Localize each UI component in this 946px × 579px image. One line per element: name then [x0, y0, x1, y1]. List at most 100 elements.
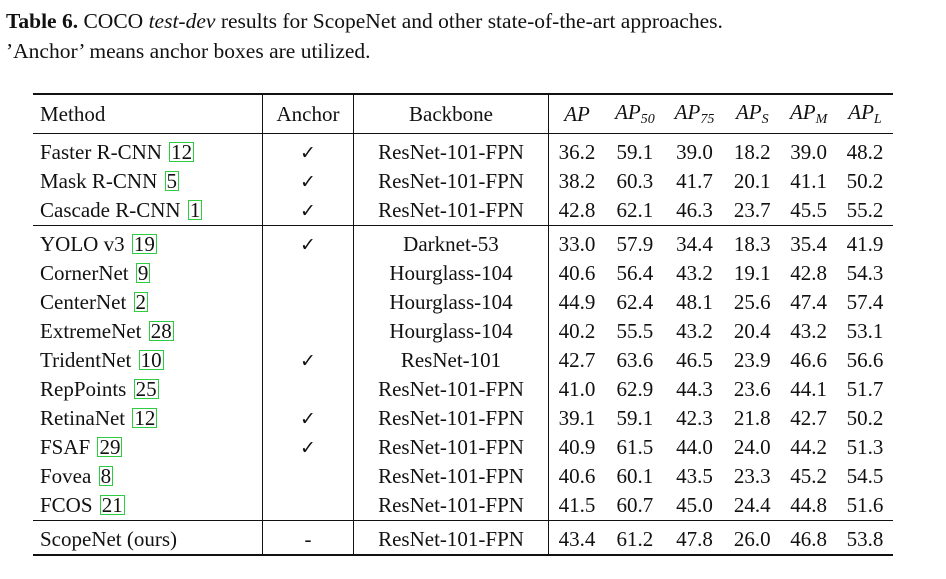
cell-apm: 44.8 — [790, 493, 827, 517]
cell-ap: 36.2 — [558, 140, 596, 164]
cell-aps: 26.0 — [733, 527, 771, 551]
cell-ap: 33.0 — [558, 232, 596, 256]
method-name: ExtremeNet — [40, 319, 142, 343]
cell-backbone: Hourglass-104 — [353, 259, 549, 288]
cell-apl: 56.6 — [846, 348, 884, 372]
cell-backbone: ResNet-101-FPN — [353, 404, 549, 433]
cell-apl: 53.1 — [846, 319, 884, 343]
cell-ap50: 63.6 — [616, 348, 654, 372]
cell-backbone: ResNet-101-FPN — [353, 196, 549, 226]
citation-link[interactable]: 8 — [98, 464, 114, 488]
anchor-check-icon: ✓ — [262, 404, 354, 433]
cell-apm: 39.0 — [790, 140, 827, 164]
method-name: Cascade R-CNN — [40, 198, 181, 222]
cell-ap: 43.4 — [558, 527, 596, 551]
citation-link[interactable]: 10 — [138, 348, 164, 372]
citation-link[interactable]: 19 — [131, 232, 157, 256]
cell-ap50: 60.3 — [616, 169, 654, 193]
table-row: YOLO v3 19 ✓ Darknet-53 33.0 57.9 34.4 18.3 35.… — [33, 225, 893, 260]
cell-anchor — [262, 288, 354, 317]
method-name: CornerNet — [40, 261, 129, 285]
caption-line-2: ’Anchor’ means anchor boxes are utilized… — [6, 39, 371, 63]
cell-ap50: 60.7 — [616, 493, 654, 517]
cell-apl: 51.6 — [846, 493, 884, 517]
cell-apm: 42.8 — [790, 261, 827, 285]
table-row: CornerNet 9 Hourglass-104 40.6 56.4 43.2 19.1… — [33, 259, 893, 288]
header-method: Method — [40, 101, 106, 126]
cell-ap75: 43.2 — [676, 319, 713, 343]
citation-link[interactable]: 12 — [132, 406, 158, 430]
citation-link[interactable]: 2 — [133, 290, 149, 314]
cell-backbone: Hourglass-104 — [353, 317, 549, 346]
cell-anchor — [262, 462, 354, 491]
cell-ap75: 43.2 — [676, 261, 713, 285]
cell-aps: 23.6 — [733, 377, 771, 401]
cell-ap75: 48.1 — [676, 290, 713, 314]
cell-ap: 42.8 — [558, 198, 596, 222]
citation-link[interactable]: 28 — [148, 319, 174, 343]
cell-aps: 18.2 — [733, 140, 771, 164]
cell-aps: 24.4 — [733, 493, 771, 517]
results-table-wrapper: Method Anchor Backbone AP AP50 AP75 APS … — [33, 93, 893, 556]
table-row: CenterNet 2 Hourglass-104 44.9 62.4 48.1 25.6… — [33, 288, 893, 317]
cell-backbone: ResNet-101-FPN — [353, 491, 549, 521]
cell-ap: 40.2 — [558, 319, 596, 343]
anchor-check-icon: ✓ — [262, 433, 354, 462]
cell-anchor — [262, 375, 354, 404]
cell-ap75: 34.4 — [676, 232, 713, 256]
cell-ap: 41.5 — [558, 493, 596, 517]
method-name: RepPoints — [40, 377, 127, 401]
citation-link[interactable]: 12 — [169, 140, 195, 164]
table-row: RepPoints 25 ResNet-101-FPN 41.0 62.9 44.3 23… — [33, 375, 893, 404]
cell-method: YOLO v3 19 — [33, 226, 263, 260]
cell-method: CenterNet 2 — [33, 288, 263, 317]
cell-apm: 44.1 — [790, 377, 827, 401]
cell-apl: 51.3 — [846, 435, 884, 459]
cell-apm: 46.6 — [790, 348, 827, 372]
table-row: FCOS 21 ResNet-101-FPN 41.5 60.7 45.0 24.4 44.… — [33, 491, 893, 521]
anchor-check-icon: ✓ — [262, 133, 354, 167]
citation-link[interactable]: 25 — [133, 377, 159, 401]
cell-aps: 20.1 — [733, 169, 771, 193]
citation-link[interactable]: 5 — [164, 169, 180, 193]
cell-apm: 43.2 — [790, 319, 827, 343]
method-name: FSAF — [40, 435, 91, 459]
table-row: FSAF 29 ✓ ResNet-101-FPN 40.9 61.5 44.0 24.0 44… — [33, 433, 893, 462]
cell-backbone: ResNet-101-FPN — [353, 167, 549, 196]
cell-backbone: ResNet-101 — [353, 346, 549, 375]
cell-ap50: 56.4 — [616, 261, 654, 285]
citation-link[interactable]: 29 — [97, 435, 123, 459]
table-row: RetinaNet 12 ✓ ResNet-101-FPN 39.1 59.1 42.3 2… — [33, 404, 893, 433]
cell-ap75: 41.7 — [676, 169, 713, 193]
cell-aps: 20.4 — [733, 319, 771, 343]
citation-link[interactable]: 1 — [187, 198, 203, 222]
cell-aps: 24.0 — [733, 435, 771, 459]
cell-apl: 48.2 — [846, 140, 884, 164]
cell-method: FCOS 21 — [33, 491, 263, 521]
cell-ap: 40.6 — [558, 261, 596, 285]
table-row: ExtremeNet 28 Hourglass-104 40.2 55.5 43.2 20… — [33, 317, 893, 346]
cell-ap: 44.9 — [558, 290, 596, 314]
citation-link[interactable]: 9 — [135, 261, 151, 285]
citation-link[interactable]: 21 — [99, 493, 125, 517]
cell-apm: 46.8 — [790, 527, 827, 551]
table-row: ScopeNet (ours) - ResNet-101-FPN 43.4 61.2 47… — [33, 520, 893, 555]
cell-backbone: ResNet-101-FPN — [353, 462, 549, 491]
cell-ap50: 62.4 — [616, 290, 654, 314]
cell-backbone: ResNet-101-FPN — [353, 375, 549, 404]
cell-anchor — [262, 491, 354, 521]
caption-text-pre: COCO — [78, 9, 149, 33]
cell-ap: 40.6 — [558, 464, 596, 488]
cell-apm: 42.7 — [790, 406, 827, 430]
method-name: ScopeNet (ours) — [40, 527, 178, 551]
cell-backbone: Hourglass-104 — [353, 288, 549, 317]
method-name: Mask R-CNN — [40, 169, 158, 193]
header-ap50: AP50 — [615, 100, 655, 127]
header-apm: APM — [789, 100, 828, 127]
cell-ap50: 59.1 — [616, 406, 654, 430]
cell-method: Mask R-CNN 5 — [33, 167, 263, 196]
cell-method: RetinaNet 12 — [33, 404, 263, 433]
cell-aps: 18.3 — [733, 232, 771, 256]
cell-aps: 25.6 — [733, 290, 771, 314]
header-ap: AP — [564, 101, 590, 126]
